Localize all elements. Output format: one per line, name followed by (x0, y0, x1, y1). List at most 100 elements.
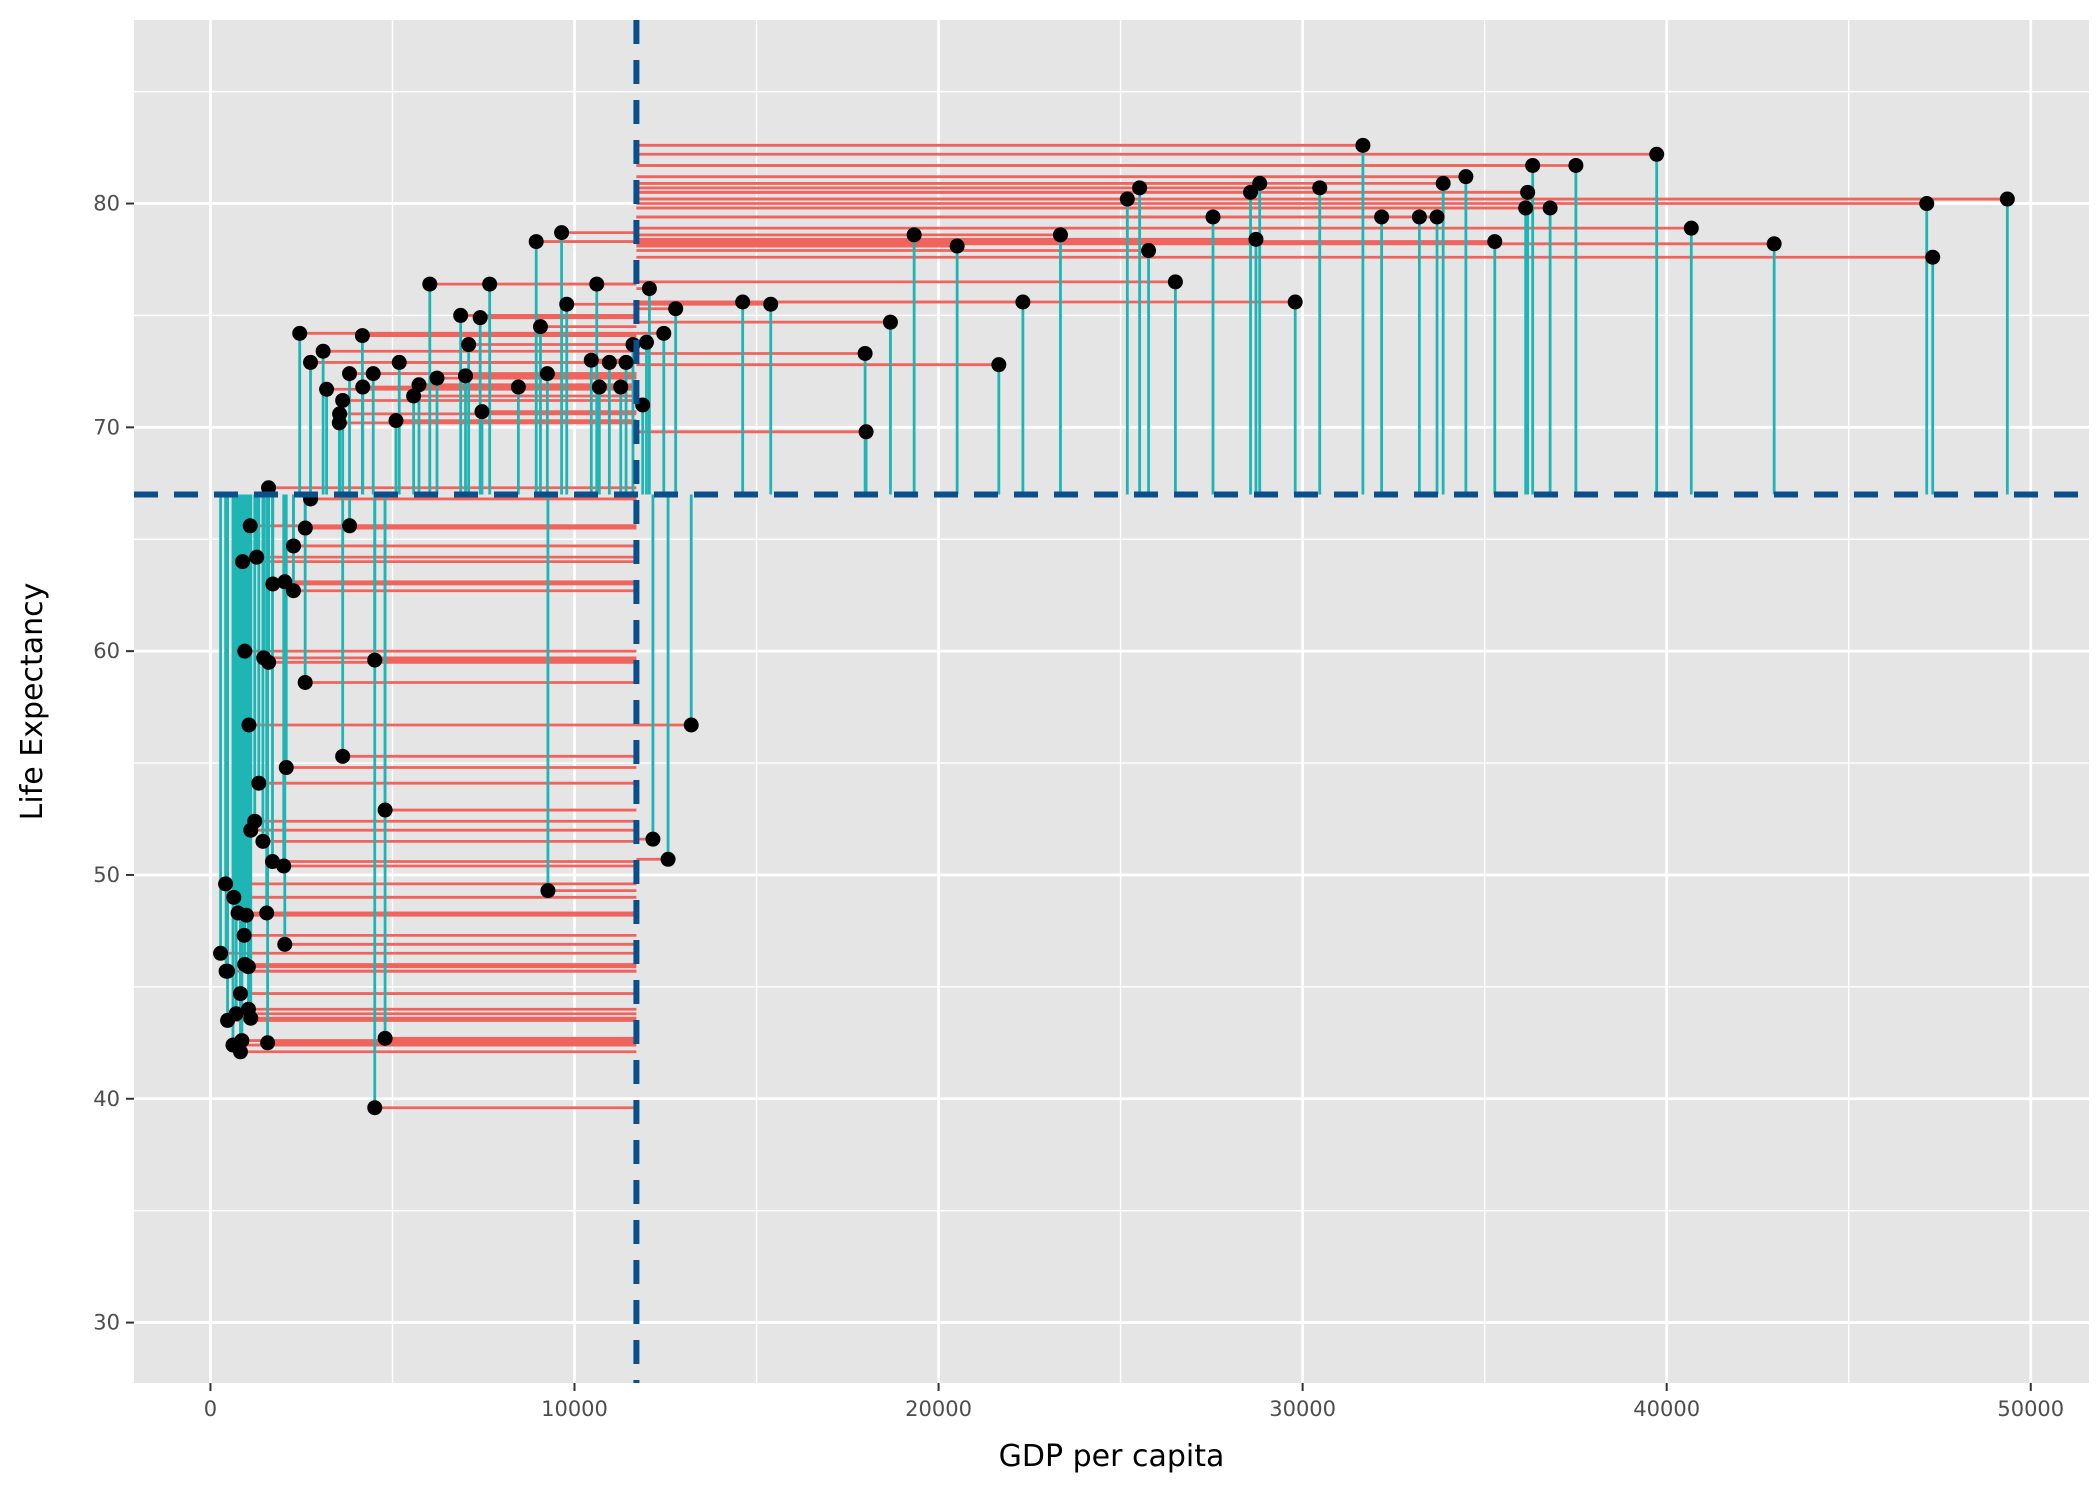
data-point (532, 319, 548, 335)
data-point (226, 889, 242, 905)
data-point (1252, 175, 1268, 191)
data-point (528, 234, 544, 250)
data-point (256, 650, 272, 666)
data-point (259, 905, 275, 921)
data-point (540, 883, 556, 899)
data-point (613, 379, 629, 395)
data-point (583, 352, 599, 368)
data-point (241, 717, 257, 733)
data-point (601, 354, 617, 370)
data-point (315, 343, 331, 359)
data-point (559, 296, 575, 312)
data-point (355, 379, 371, 395)
x-segments (220, 143, 2008, 1110)
y-tick-label: 50 (93, 863, 120, 887)
data-point (472, 310, 488, 326)
data-point (260, 1035, 276, 1051)
data-point (949, 238, 965, 254)
data-point (251, 775, 267, 791)
data-point (554, 225, 570, 241)
data-point (458, 368, 474, 384)
y-axis-title: Life Expectancy (15, 583, 50, 821)
x-tick-label: 20000 (905, 1397, 972, 1421)
data-point (1766, 236, 1782, 252)
data-point (1141, 243, 1157, 259)
data-point (1374, 209, 1390, 225)
data-point (618, 354, 634, 370)
data-point (591, 379, 607, 395)
data-point (668, 301, 684, 317)
y-tick-label: 70 (93, 415, 120, 439)
data-point (683, 717, 699, 733)
data-point (335, 748, 351, 764)
data-point (388, 413, 404, 429)
y-tick-label: 80 (93, 192, 120, 216)
data-point (1925, 249, 1941, 265)
data-point (1919, 196, 1935, 212)
data-point (292, 325, 308, 341)
data-point (429, 370, 445, 386)
data-point (882, 314, 898, 330)
data-point (1525, 157, 1541, 173)
data-point (474, 404, 490, 420)
data-point (1287, 294, 1303, 310)
data-point (1243, 184, 1259, 200)
data-point (277, 936, 293, 952)
data-point (264, 854, 280, 870)
data-point (377, 802, 393, 818)
data-point (249, 549, 265, 565)
data-point (243, 1010, 259, 1026)
data-point (1429, 209, 1445, 225)
data-point (1355, 137, 1371, 153)
data-point (1205, 209, 1221, 225)
data-point (1568, 157, 1584, 173)
data-point (1487, 234, 1503, 250)
data-point (242, 518, 258, 534)
x-tick-label: 40000 (1633, 1397, 1700, 1421)
data-point (218, 963, 234, 979)
data-point (645, 831, 661, 847)
data-point (240, 959, 256, 975)
data-point (232, 986, 248, 1002)
data-point (255, 833, 271, 849)
data-point (391, 354, 407, 370)
data-point (1248, 231, 1264, 247)
data-point (638, 334, 654, 350)
data-point (303, 354, 319, 370)
data-point (1683, 220, 1699, 236)
data-point (1435, 175, 1451, 191)
data-point (1015, 294, 1031, 310)
data-point (763, 296, 779, 312)
data-point (367, 652, 383, 668)
data-point (220, 1012, 236, 1028)
data-point (354, 328, 370, 344)
data-point (735, 294, 751, 310)
data-point (238, 907, 254, 923)
y-tick-label: 40 (93, 1087, 120, 1111)
data-point (510, 379, 526, 395)
data-point (236, 927, 252, 943)
data-point (1167, 274, 1183, 290)
y-segments (219, 145, 2009, 1108)
data-point (1312, 180, 1328, 196)
x-tick-label: 30000 (1269, 1397, 1336, 1421)
x-axis-ticks: 0 10000 20000 30000 40000 50000 (204, 1383, 2064, 1421)
data-point (265, 576, 281, 592)
data-point (285, 538, 301, 554)
data-point (539, 366, 555, 382)
data-point (858, 424, 874, 440)
y-axis-ticks: 30 40 50 60 70 80 (93, 192, 134, 1335)
data-point (247, 813, 263, 829)
data-point (641, 281, 657, 297)
data-point (1132, 180, 1148, 196)
data-point (453, 307, 469, 323)
data-point (422, 276, 438, 292)
data-point (1999, 191, 2015, 207)
x-tick-label: 50000 (1997, 1397, 2064, 1421)
data-point (235, 554, 251, 570)
data-point (1520, 184, 1536, 200)
data-point (276, 858, 292, 874)
data-point (237, 643, 253, 659)
data-point (461, 337, 477, 353)
